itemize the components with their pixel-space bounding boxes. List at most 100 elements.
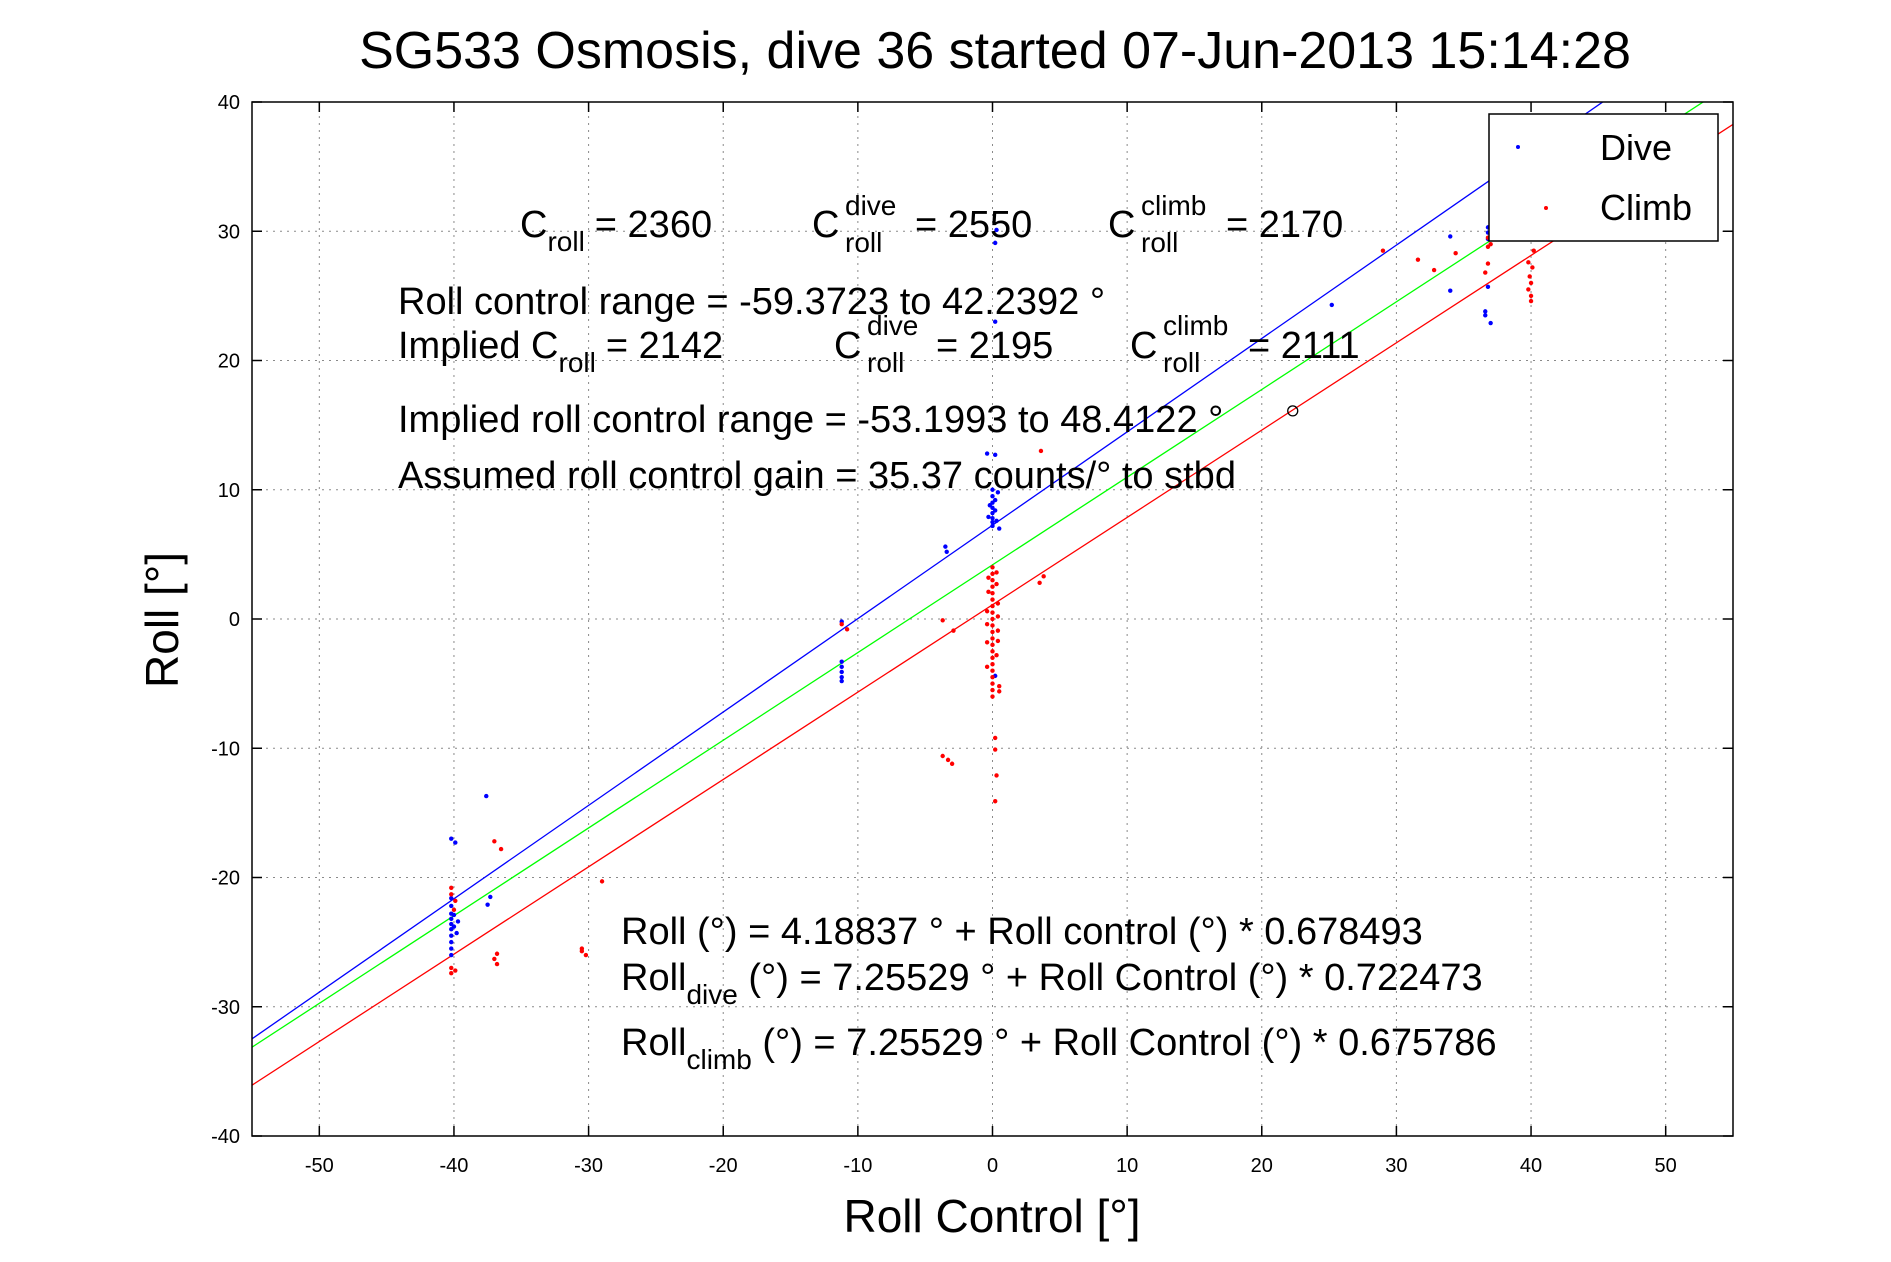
y-tick-label: -40 [211,1126,240,1148]
x-tick-label: 0 [987,1155,998,1177]
data-point [984,664,990,670]
implied-climb-sub: roll [1163,347,1200,378]
croll-value: = 2360 [595,204,712,246]
data-point [994,227,999,233]
data-point [943,544,948,549]
implied-climb-base: C [1130,325,1157,367]
implied-dive-base: C [834,325,861,367]
data-point [992,240,998,246]
fit-climb-annotation: Rollclimb (°) = 7.25529 ° + Roll Control… [621,1022,1497,1075]
fit-dive-base: Roll [621,957,686,999]
data-point [992,452,998,458]
data-point [453,840,458,845]
data-point [1485,284,1491,290]
data-point [839,674,844,680]
implied-value: = 2142 [606,325,723,367]
data-point [488,894,493,900]
implied-dive-sup: dive [867,310,918,341]
x-tick-label: 50 [1655,1155,1677,1177]
data-point [1037,580,1042,586]
croll-base: C [520,204,547,246]
data-point [990,623,995,628]
x-tick-label: 10 [1116,1155,1138,1177]
data-point [992,799,998,804]
data-point [1448,234,1453,239]
y-tick-label: 10 [218,480,240,502]
data-point [451,912,457,918]
data-point [944,549,949,554]
croll-climb-sub: roll [1141,227,1178,258]
data-point [449,895,454,901]
data-point [990,578,995,583]
annotation-implied-dive: C dive roll = 2195 [834,310,1053,378]
data-point [1527,274,1532,279]
legend-box [1488,113,1719,242]
data-point [1530,265,1535,270]
data-point [990,487,995,492]
roll-control-range: Roll control range = -59.3723 to 42.2392… [398,281,1105,323]
annotation-croll: Croll = 2360 [520,204,712,257]
data-point [940,753,945,759]
data-point [455,919,461,924]
data-point [997,526,1002,531]
data-point [579,946,585,951]
data-point [839,678,844,684]
data-point [1038,448,1044,454]
legend-climb-label: Climb [1600,187,1692,228]
data-point [1431,267,1437,273]
data-point [494,961,500,967]
croll-dive-base: C [812,204,839,246]
data-point [990,681,995,686]
data-point [839,664,844,670]
data-point [990,523,995,529]
data-point [990,642,995,648]
data-point [992,508,998,513]
annotation-implied-climb: C climb roll = 2111 [1130,310,1360,378]
data-point [990,494,995,499]
implied-range: Implied roll control range = -53.1993 to… [398,399,1223,441]
data-point [1483,270,1488,275]
data-point [1485,261,1491,266]
data-point [492,839,497,844]
svg-text:Croll= 2360: Croll = 2360 [520,204,712,257]
data-point [484,793,489,799]
implied-prefix: Implied C [398,325,559,367]
data-point [990,629,995,635]
data-point [453,898,458,903]
data-point [992,747,998,752]
data-point [990,687,995,693]
data-point [951,628,956,633]
data-point [449,916,454,922]
data-point [994,581,999,587]
data-point [1528,298,1534,304]
data-point [990,571,995,576]
data-point [984,640,990,645]
annotation-croll-dive: C dive roll = 2550 [812,190,1032,258]
data-point [992,319,998,324]
data-point [992,735,998,741]
data-point [990,603,995,609]
implied-sub: roll [559,347,596,378]
x-tick-label: 30 [1385,1155,1407,1177]
annotation-croll-climb: C climb roll = 2170 [1108,190,1343,258]
croll-climb-sup: climb [1141,190,1206,221]
data-point [986,514,991,520]
data-point [449,970,454,976]
fit-all-annotation: Roll (°) = 4.18837 ° + Roll control (°) … [621,911,1423,953]
fit-climb-base: Roll [621,1022,686,1064]
y-tick-label: 30 [218,221,240,243]
legend-dive-label: Dive [1600,127,1672,168]
data-point [994,652,999,658]
y-tick-label: -10 [211,738,240,760]
croll-climb-value: = 2170 [1226,204,1343,246]
data-point [992,497,998,503]
y-tick-label: 0 [229,609,240,631]
data-point [492,956,497,962]
data-point [1531,248,1536,253]
data-point [449,885,454,891]
legend-dive-marker [1516,145,1520,149]
data-point [454,930,459,936]
data-point [995,601,1001,606]
data-point [990,519,995,525]
